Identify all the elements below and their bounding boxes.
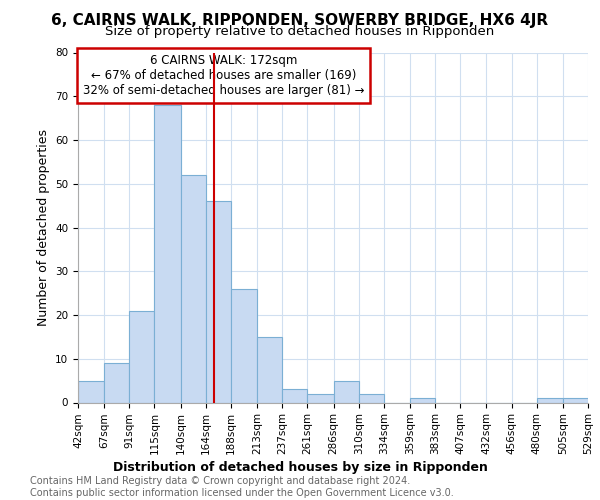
Bar <box>231 288 257 403</box>
Bar <box>282 390 307 402</box>
Bar <box>334 380 359 402</box>
Text: Contains HM Land Registry data © Crown copyright and database right 2024.
Contai: Contains HM Land Registry data © Crown c… <box>30 476 454 498</box>
Bar <box>257 337 282 402</box>
Bar <box>359 394 384 402</box>
Text: 6 CAIRNS WALK: 172sqm
← 67% of detached houses are smaller (169)
32% of semi-det: 6 CAIRNS WALK: 172sqm ← 67% of detached … <box>83 54 364 97</box>
Bar <box>181 175 206 402</box>
Text: Size of property relative to detached houses in Ripponden: Size of property relative to detached ho… <box>106 25 494 38</box>
Bar <box>307 394 334 402</box>
Bar <box>78 380 104 402</box>
Bar <box>130 310 154 402</box>
Bar <box>154 105 181 403</box>
Bar <box>410 398 435 402</box>
Text: 6, CAIRNS WALK, RIPPONDEN, SOWERBY BRIDGE, HX6 4JR: 6, CAIRNS WALK, RIPPONDEN, SOWERBY BRIDG… <box>52 12 548 28</box>
Bar <box>104 363 130 403</box>
Text: Distribution of detached houses by size in Ripponden: Distribution of detached houses by size … <box>113 461 487 474</box>
Bar <box>563 398 588 402</box>
Bar <box>536 398 563 402</box>
Y-axis label: Number of detached properties: Number of detached properties <box>37 129 50 326</box>
Bar <box>206 201 231 402</box>
